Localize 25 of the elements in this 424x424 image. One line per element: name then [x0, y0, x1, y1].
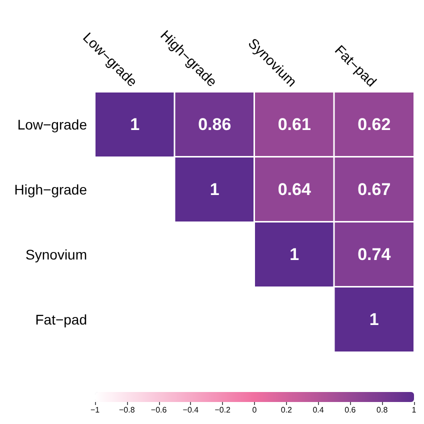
color-bar-label: 0.6	[344, 406, 356, 414]
data-label: 0.64	[278, 180, 312, 199]
color-bar-label: −1	[90, 406, 100, 414]
data-label: 0.74	[358, 245, 392, 264]
y-tick-label: Low−grade	[17, 116, 88, 132]
data-label: 0.61	[278, 115, 311, 134]
color-bar-label: 1	[412, 406, 417, 414]
color-bar-label: −0.6	[150, 406, 168, 414]
y-tick-label: Synovium	[26, 246, 87, 262]
y-tick-label: High−grade	[14, 182, 88, 198]
color-bar-label: 0.4	[312, 406, 324, 414]
data-label: 0.67	[358, 180, 391, 199]
data-label: 1	[210, 180, 220, 199]
color-bar-label: 0	[252, 406, 258, 414]
y-tick-label: Fat−pad	[35, 312, 87, 328]
data-label: 1	[130, 115, 140, 134]
data-label: 1	[290, 245, 300, 264]
color-bar-label: −0.8	[119, 406, 136, 414]
color-bar-label: 0.2	[280, 406, 293, 414]
color-bar-label: −0.4	[182, 406, 200, 414]
data-label: 0.86	[198, 115, 232, 134]
color-bar-label: −0.2	[214, 406, 232, 414]
data-label: 0.62	[358, 115, 391, 134]
color-bar-label: 0.8	[376, 406, 388, 414]
data-label: 1	[369, 310, 379, 329]
